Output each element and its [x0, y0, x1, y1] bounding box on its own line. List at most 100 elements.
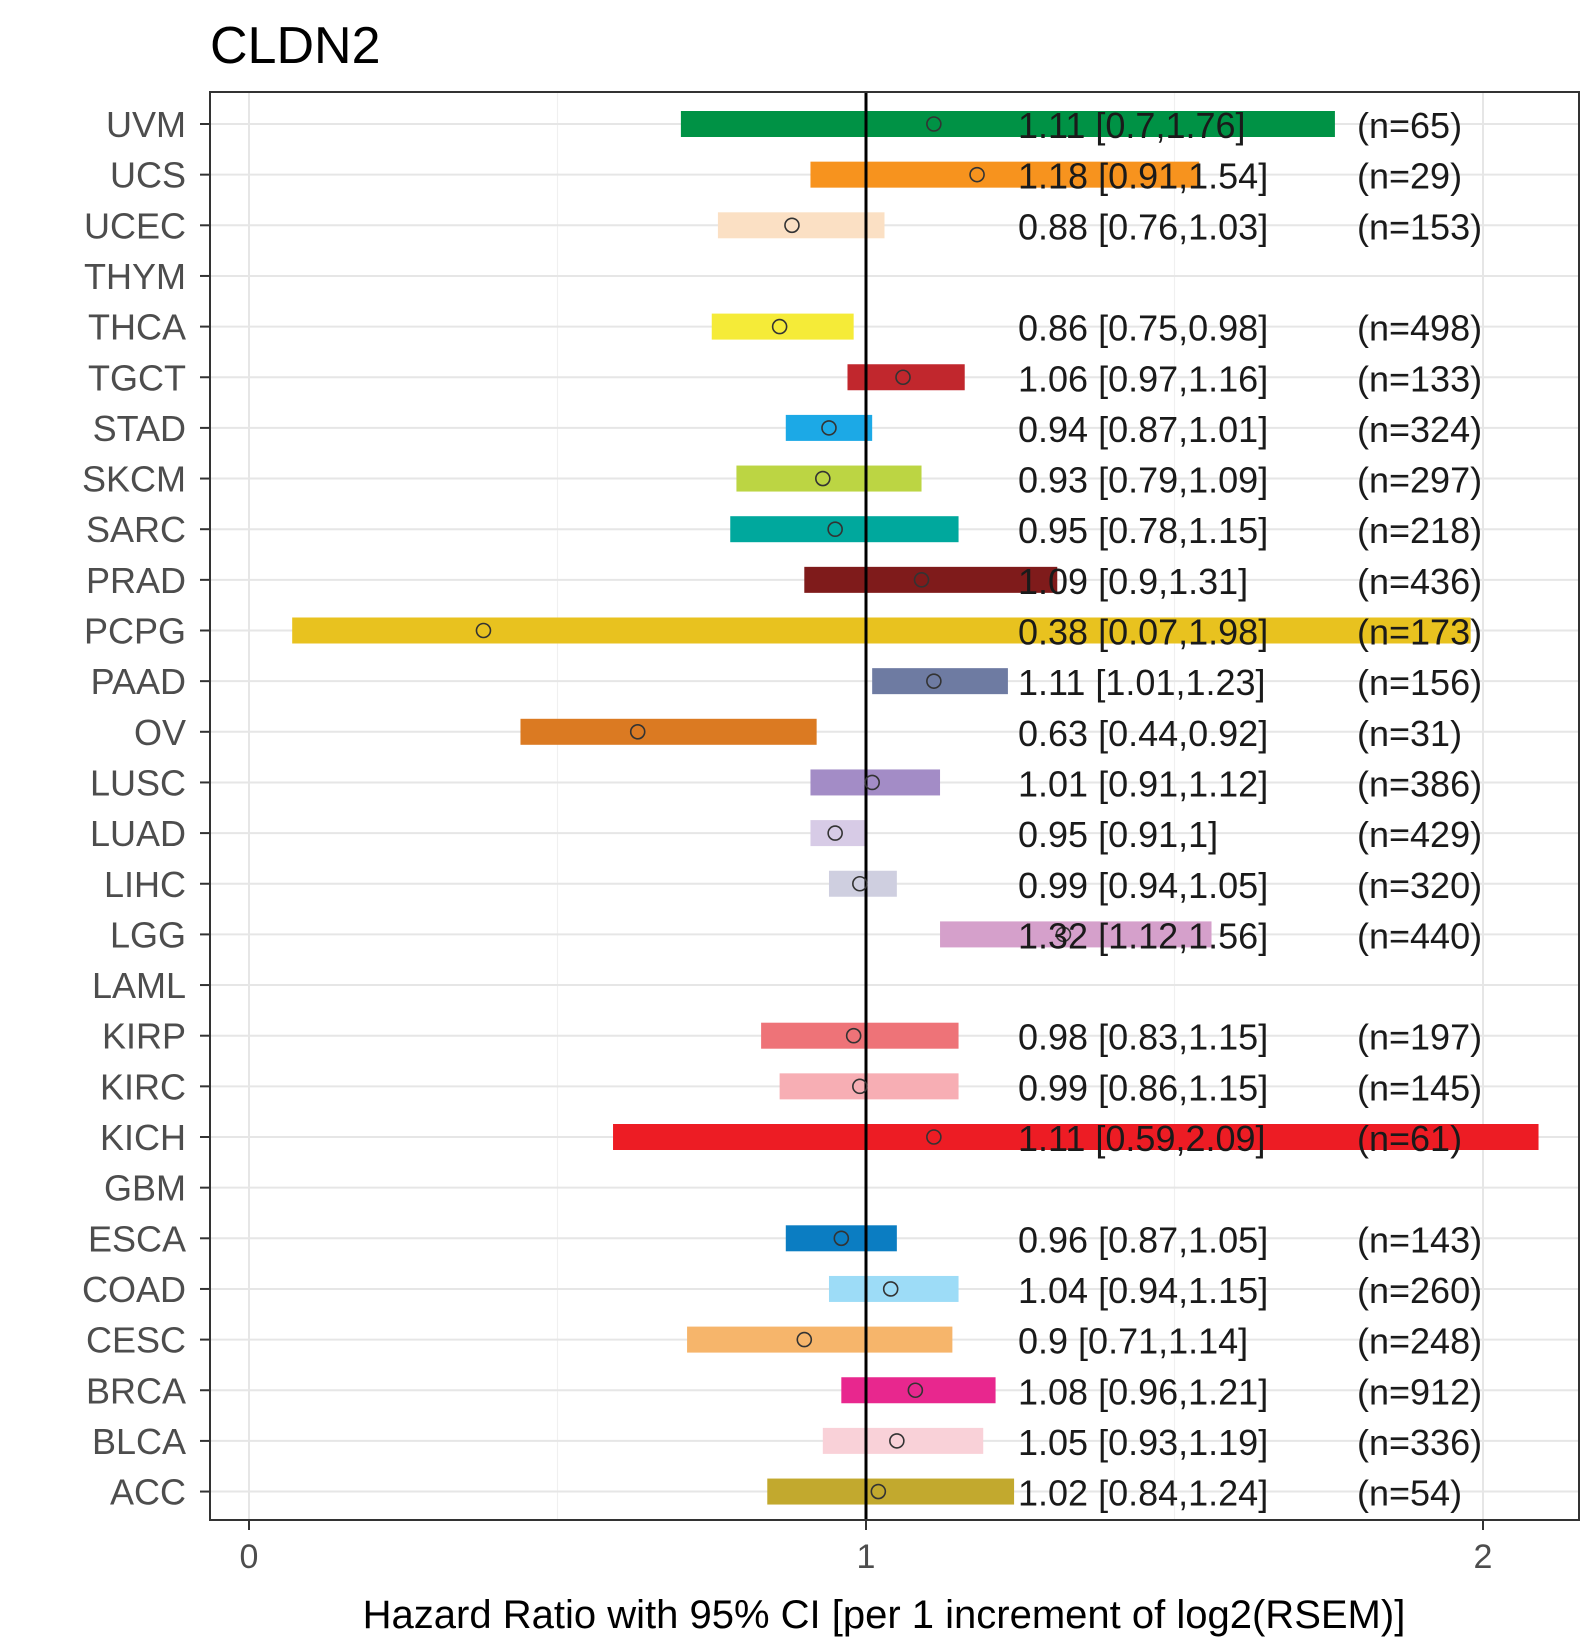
ci-bar-ov	[520, 718, 817, 745]
hr-point-acc	[870, 1483, 887, 1500]
hr-point-esca	[833, 1230, 850, 1247]
y-tick-label-sarc: SARC	[86, 509, 186, 550]
n-label-sarc: (n=218)	[1357, 510, 1482, 551]
hr-point-brca	[907, 1382, 924, 1399]
ci-bars	[292, 111, 1539, 1505]
n-label-ov: (n=31)	[1357, 713, 1462, 754]
ci-label-kirc: 0.99 [0.86,1.15]	[1018, 1067, 1268, 1108]
hr-point-lusc	[864, 774, 880, 791]
n-label-blca: (n=336)	[1357, 1422, 1482, 1463]
ci-bar-ucs	[810, 161, 1200, 188]
y-tick-label-prad: PRAD	[86, 560, 186, 601]
y-tick-label-uvm: UVM	[106, 104, 186, 145]
x-axis: 01234	[240, 1520, 1493, 1576]
y-tick-label-kich: KICH	[100, 1117, 186, 1158]
n-label-ucec: (n=153)	[1357, 206, 1482, 247]
hr-point-lgg	[1055, 926, 1072, 943]
ci-label-cesc: 0.9 [0.71,1.14]	[1018, 1321, 1248, 1362]
n-label-paad: (n=156)	[1357, 662, 1482, 703]
y-tick-label-tgct: TGCT	[88, 357, 186, 398]
n-label-tgct: (n=133)	[1357, 358, 1482, 399]
y-axis: UVM UCS UCEC THYM THCA TGCT STAD SKCM SARC PRAD PC…	[82, 104, 210, 1513]
ci-bar-thca	[711, 313, 854, 340]
x-tick-label: 1	[857, 1538, 876, 1576]
ci-bar-skcm	[736, 465, 922, 492]
y-tick-label-gbm: GBM	[104, 1168, 186, 1209]
ci-label-acc: 1.02 [0.84,1.24]	[1018, 1473, 1268, 1514]
n-label-uvm: (n=65)	[1357, 105, 1462, 146]
x-tick-label: 2	[1474, 1538, 1493, 1576]
ci-bar-luad	[810, 820, 866, 847]
n-label-pcpg: (n=173)	[1357, 612, 1482, 653]
y-tick-label-brca: BRCA	[86, 1370, 186, 1411]
ci-bar-sarc	[730, 516, 959, 543]
hr-point-luad	[827, 825, 843, 841]
ci-label-coad: 1.04 [0.94,1.15]	[1018, 1270, 1268, 1311]
y-tick-label-lusc: LUSC	[90, 762, 186, 803]
chart-title: CLDN2	[210, 17, 381, 75]
ci-bar-ucec	[717, 212, 885, 239]
ci-bar-acc	[767, 1478, 1015, 1505]
n-label-brca: (n=912)	[1357, 1371, 1482, 1412]
ci-label-luad: 0.95 [0.91,1]	[1018, 814, 1218, 855]
ci-label-ucs: 1.18 [0.91,1.54]	[1018, 156, 1268, 197]
ci-bar-lusc	[810, 769, 941, 796]
n-label-kirc: (n=145)	[1357, 1067, 1482, 1108]
hr-point-coad	[882, 1281, 899, 1297]
n-label-lihc: (n=320)	[1357, 865, 1482, 906]
ci-label-sarc: 0.95 [0.78,1.15]	[1018, 510, 1268, 551]
ci-label-lihc: 0.99 [0.94,1.05]	[1018, 865, 1268, 906]
n-label-acc: (n=54)	[1357, 1473, 1462, 1514]
y-tick-label-coad: COAD	[82, 1269, 186, 1310]
hr-point-ov	[629, 723, 646, 740]
n-label-cesc: (n=248)	[1357, 1321, 1482, 1362]
hr-point-thca	[771, 318, 788, 335]
ci-label-thca: 0.86 [0.75,0.98]	[1018, 308, 1268, 349]
n-label-coad: (n=260)	[1357, 1270, 1482, 1311]
hr-point-ucec	[784, 217, 800, 234]
ci-bar-lihc	[828, 870, 897, 897]
hr-point-lihc	[852, 875, 868, 892]
hr-point-ucs	[969, 166, 985, 183]
y-tick-label-lihc: LIHC	[104, 864, 186, 905]
ci-label-skcm: 0.93 [0.79,1.09]	[1018, 460, 1268, 501]
hr-point-blca	[889, 1433, 905, 1449]
hr-points	[475, 116, 1072, 1500]
hr-point-pcpg	[475, 622, 492, 639]
ci-label-tgct: 1.06 [0.97,1.16]	[1018, 358, 1268, 399]
ci-label-prad: 1.09 [0.9,1.31]	[1018, 561, 1248, 602]
hr-point-paad	[926, 673, 942, 689]
ci-bar-brca	[841, 1377, 996, 1404]
annotation-labels: 1.11 [0.7,1.76] (n=65) 1.18 [0.91,1.54] (n=…	[1018, 105, 1482, 1514]
y-tick-label-ucs: UCS	[110, 155, 186, 196]
ci-bar-blca	[822, 1427, 984, 1454]
ci-label-brca: 1.08 [0.96,1.21]	[1018, 1371, 1268, 1412]
y-tick-label-thca: THCA	[88, 307, 186, 348]
panel-border	[209, 91, 1580, 1521]
y-tick-label-thym: THYM	[84, 256, 186, 297]
ci-bar-esca	[785, 1225, 897, 1252]
hr-point-kirp	[845, 1027, 862, 1044]
ci-bar-cesc	[687, 1326, 953, 1353]
n-label-skcm: (n=297)	[1357, 460, 1482, 501]
hr-point-stad	[821, 420, 837, 436]
ci-bar-pcpg	[292, 617, 1471, 644]
y-tick-label-ov: OV	[134, 712, 186, 753]
ci-label-lgg: 1.32 [1.12,1.56]	[1018, 915, 1268, 956]
y-tick-label-laml: LAML	[92, 965, 186, 1006]
n-label-thca: (n=498)	[1357, 308, 1482, 349]
ci-label-ucec: 0.88 [0.76,1.03]	[1018, 206, 1268, 247]
ci-label-kich: 1.11 [0.59,2.09]	[1018, 1118, 1266, 1159]
ci-bar-prad	[804, 566, 1058, 593]
ci-label-uvm: 1.11 [0.7,1.76]	[1018, 105, 1246, 146]
n-label-lusc: (n=386)	[1357, 763, 1482, 804]
ci-label-lusc: 1.01 [0.91,1.12]	[1018, 763, 1268, 804]
y-tick-label-blca: BLCA	[92, 1421, 186, 1462]
ci-bar-kirp	[761, 1022, 959, 1049]
hr-point-cesc	[796, 1331, 813, 1348]
ci-bar-uvm	[680, 111, 1335, 137]
y-tick-label-kirp: KIRP	[102, 1016, 186, 1057]
ci-label-esca: 0.96 [0.87,1.05]	[1018, 1219, 1268, 1260]
ci-bar-kich	[613, 1124, 1539, 1150]
